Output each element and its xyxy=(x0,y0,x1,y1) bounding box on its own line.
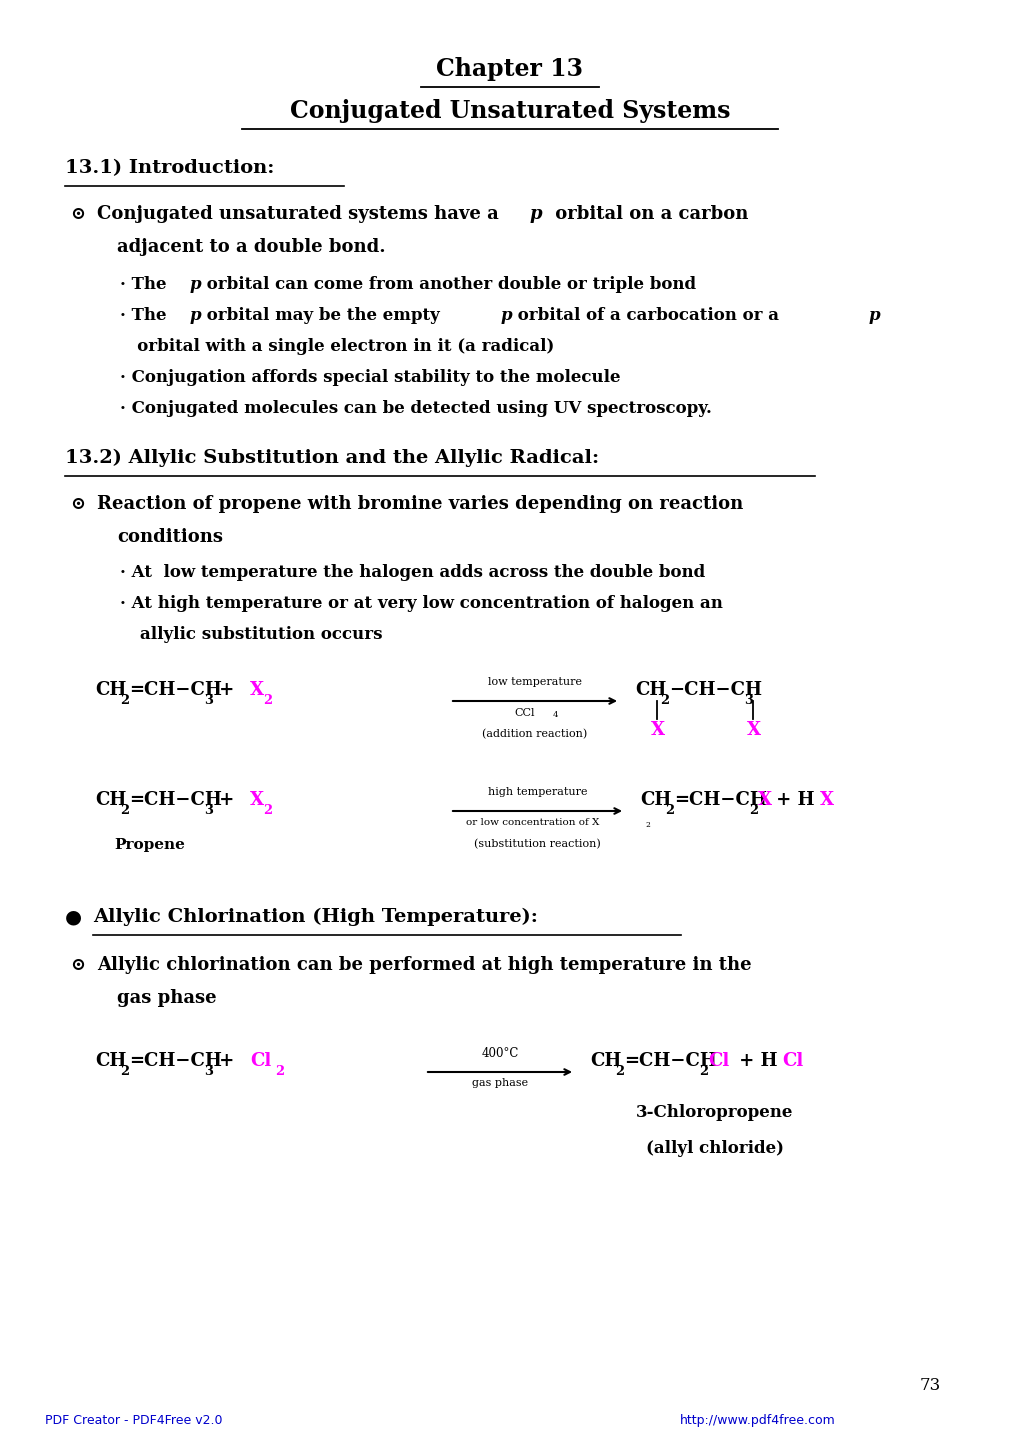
Text: 2: 2 xyxy=(664,805,674,818)
Text: + H: + H xyxy=(769,792,814,809)
Text: CCl: CCl xyxy=(515,708,535,718)
Text: ⊙: ⊙ xyxy=(70,495,85,513)
Text: 3: 3 xyxy=(204,805,213,818)
Text: X: X xyxy=(819,792,834,809)
Text: orbital with a single electron in it (a radical): orbital with a single electron in it (a … xyxy=(120,337,554,355)
Text: =CH−CH: =CH−CH xyxy=(128,792,221,809)
Text: 3: 3 xyxy=(204,1066,213,1079)
Text: or low concentration of X: or low concentration of X xyxy=(466,818,598,828)
Text: ●: ● xyxy=(65,908,89,926)
Text: +: + xyxy=(213,681,240,699)
Text: orbital on a carbon: orbital on a carbon xyxy=(548,205,748,224)
Text: Cl: Cl xyxy=(707,1053,729,1070)
Text: (substitution reaction): (substitution reaction) xyxy=(474,839,600,849)
Text: Cl: Cl xyxy=(250,1053,271,1070)
Text: 2: 2 xyxy=(275,1066,284,1079)
Text: 13.2) Allylic Substitution and the Allylic Radical:: 13.2) Allylic Substitution and the Allyl… xyxy=(65,448,598,467)
Text: X: X xyxy=(250,681,264,699)
Text: gas phase: gas phase xyxy=(117,989,216,1007)
Text: ⊙: ⊙ xyxy=(70,205,85,224)
Text: 4: 4 xyxy=(552,711,558,720)
Text: (addition reaction): (addition reaction) xyxy=(482,730,587,740)
Text: 73: 73 xyxy=(919,1377,941,1394)
Text: =CH−CH: =CH−CH xyxy=(128,1053,221,1070)
Text: Conjugated unsaturated systems have a: Conjugated unsaturated systems have a xyxy=(97,205,504,224)
Text: Allylic chlorination can be performed at high temperature in the: Allylic chlorination can be performed at… xyxy=(97,956,751,973)
Text: conditions: conditions xyxy=(117,528,223,547)
Text: Propene: Propene xyxy=(114,838,185,852)
Text: =CH−CH: =CH−CH xyxy=(128,681,221,699)
Text: 2: 2 xyxy=(614,1066,624,1079)
Text: Allylic Chlorination (High Temperature):: Allylic Chlorination (High Temperature): xyxy=(93,908,537,926)
Text: p: p xyxy=(189,307,201,324)
Text: · At  low temperature the halogen adds across the double bond: · At low temperature the halogen adds ac… xyxy=(120,564,704,581)
Text: Cl: Cl xyxy=(782,1053,803,1070)
Text: PDF Creator - PDF4Free v2.0: PDF Creator - PDF4Free v2.0 xyxy=(45,1415,222,1428)
Text: 2: 2 xyxy=(659,694,668,707)
Text: · The: · The xyxy=(120,275,172,293)
Text: Chapter 13: Chapter 13 xyxy=(436,58,583,81)
Text: 2: 2 xyxy=(698,1066,707,1079)
Text: · At high temperature or at very low concentration of halogen an: · At high temperature or at very low con… xyxy=(120,596,722,611)
Text: 2: 2 xyxy=(263,805,272,818)
Text: high temperature: high temperature xyxy=(487,787,587,797)
Text: 2: 2 xyxy=(120,1066,129,1079)
Text: low temperature: low temperature xyxy=(487,676,582,686)
Text: X: X xyxy=(650,721,664,738)
Text: CH: CH xyxy=(95,1053,126,1070)
Text: Conjugated Unsaturated Systems: Conjugated Unsaturated Systems xyxy=(289,99,730,123)
Text: orbital can come from another double or triple bond: orbital can come from another double or … xyxy=(201,275,695,293)
Text: +: + xyxy=(213,792,240,809)
Text: adjacent to a double bond.: adjacent to a double bond. xyxy=(117,238,385,257)
Text: p: p xyxy=(189,275,201,293)
Text: 13.1) Introduction:: 13.1) Introduction: xyxy=(65,159,274,177)
Text: (allyl chloride): (allyl chloride) xyxy=(645,1141,784,1156)
Text: −CH−CH: −CH−CH xyxy=(668,681,761,699)
Text: 2: 2 xyxy=(120,805,129,818)
Text: =CH−CH: =CH−CH xyxy=(624,1053,716,1070)
Text: p: p xyxy=(499,307,512,324)
Text: CH: CH xyxy=(589,1053,621,1070)
Text: http://www.pdf4free.com: http://www.pdf4free.com xyxy=(680,1415,835,1428)
Text: +: + xyxy=(213,1053,240,1070)
Text: · Conjugated molecules can be detected using UV spectroscopy.: · Conjugated molecules can be detected u… xyxy=(120,399,711,417)
Text: 3-Chloropropene: 3-Chloropropene xyxy=(636,1105,793,1120)
Text: X: X xyxy=(250,792,264,809)
Text: orbital of a carbocation or a: orbital of a carbocation or a xyxy=(512,307,784,324)
Text: orbital may be the empty: orbital may be the empty xyxy=(201,307,444,324)
Text: 3: 3 xyxy=(204,694,213,707)
Text: CH: CH xyxy=(635,681,665,699)
Text: 400°C: 400°C xyxy=(481,1047,519,1060)
Text: · The: · The xyxy=(120,307,172,324)
Text: X: X xyxy=(757,792,771,809)
Text: 2: 2 xyxy=(748,805,757,818)
Text: p: p xyxy=(530,205,542,224)
Text: CH: CH xyxy=(639,792,671,809)
Text: 2: 2 xyxy=(120,694,129,707)
Text: Reaction of propene with bromine varies depending on reaction: Reaction of propene with bromine varies … xyxy=(97,495,743,513)
Text: p: p xyxy=(868,307,879,324)
Text: gas phase: gas phase xyxy=(472,1079,528,1089)
Text: 2: 2 xyxy=(645,820,650,829)
Text: X: X xyxy=(746,721,760,738)
Text: + H: + H xyxy=(732,1053,776,1070)
Text: 2: 2 xyxy=(263,694,272,707)
Text: CH: CH xyxy=(95,792,126,809)
Text: ⊙: ⊙ xyxy=(70,956,85,973)
Text: 3: 3 xyxy=(743,694,752,707)
Text: =CH−CH: =CH−CH xyxy=(674,792,766,809)
Text: · Conjugation affords special stability to the molecule: · Conjugation affords special stability … xyxy=(120,369,620,386)
Text: allylic substitution occurs: allylic substitution occurs xyxy=(140,626,382,643)
Text: CH: CH xyxy=(95,681,126,699)
